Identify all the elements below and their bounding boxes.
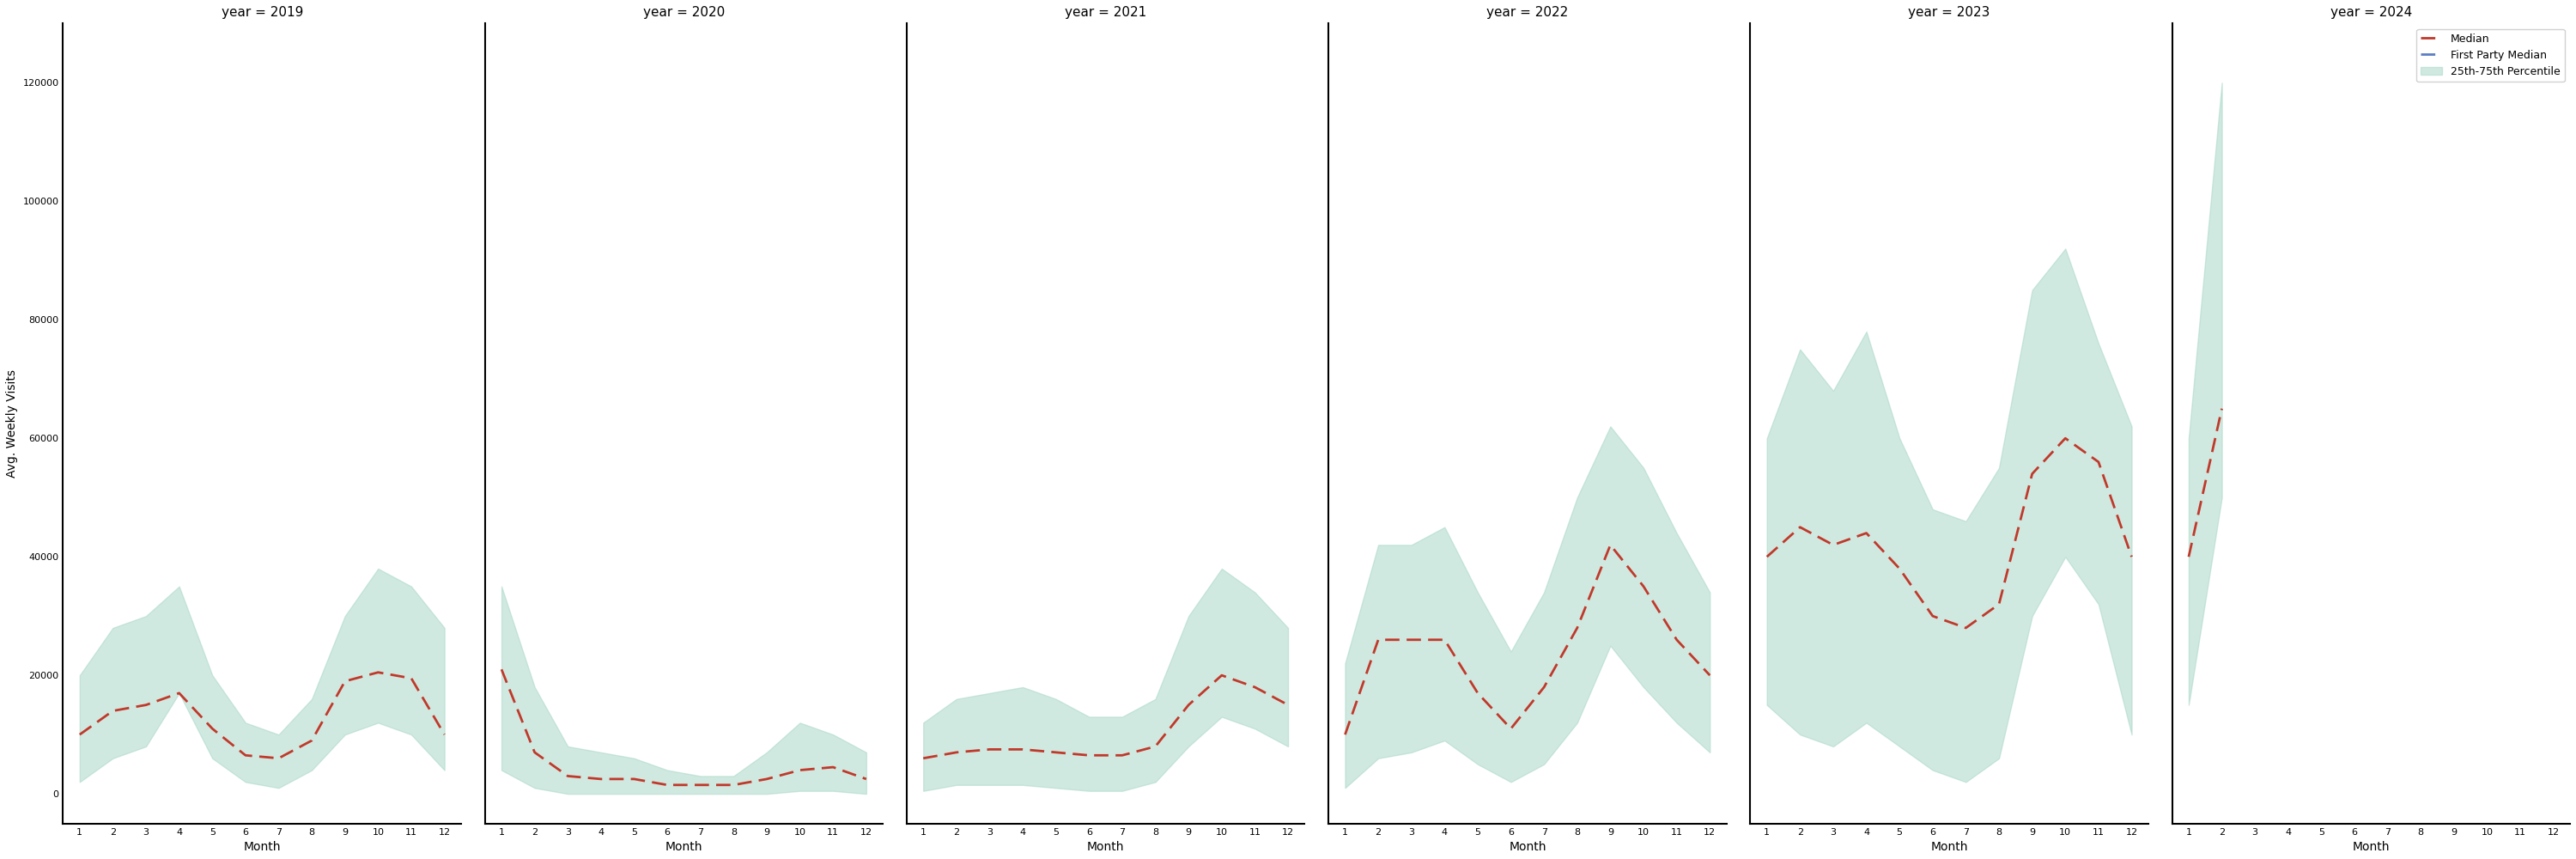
X-axis label: Month: Month (1510, 841, 1546, 853)
Median (1883, 564, 1914, 574)
Median (551, 771, 582, 781)
Median (1074, 750, 1105, 760)
Title: year = 2023: year = 2023 (1909, 6, 1991, 19)
Median (652, 780, 683, 790)
Median (1662, 635, 1692, 645)
Line: Median: Median (922, 675, 1288, 758)
Median (1007, 744, 1038, 754)
Title: year = 2024: year = 2024 (2331, 6, 2411, 19)
Median (1695, 670, 1726, 680)
Median (1819, 539, 1850, 550)
Median (1628, 582, 1659, 592)
Median (2208, 404, 2239, 414)
Median (2050, 433, 2081, 443)
Median (1273, 700, 1303, 710)
Median (131, 700, 162, 710)
Median (1041, 747, 1072, 758)
Median (618, 774, 649, 784)
Median (1561, 623, 1592, 633)
Median (685, 780, 716, 790)
Median (1917, 611, 1947, 621)
Median (1497, 723, 1528, 734)
X-axis label: Month: Month (1087, 841, 1123, 853)
Y-axis label: Avg. Weekly Visits: Avg. Weekly Visits (5, 369, 18, 478)
Median (752, 774, 783, 784)
Median (1950, 623, 1981, 633)
Median (229, 750, 260, 760)
Median (64, 729, 95, 740)
Median (850, 774, 881, 784)
Median (397, 673, 428, 684)
Line: Median: Median (502, 669, 866, 785)
Median (786, 765, 817, 776)
Median (98, 706, 129, 716)
Median (2084, 457, 2115, 467)
Median (1108, 750, 1139, 760)
X-axis label: Month: Month (2352, 841, 2391, 853)
Median (817, 762, 848, 772)
Median (2117, 551, 2148, 562)
Median (1852, 528, 1883, 539)
Median (430, 729, 461, 740)
Median (1141, 741, 1172, 752)
X-axis label: Month: Month (242, 841, 281, 853)
Median (2174, 551, 2205, 562)
Line: Median: Median (2190, 409, 2223, 557)
Median (1172, 700, 1203, 710)
Median (363, 667, 394, 678)
Median (263, 753, 294, 764)
Median (487, 664, 518, 674)
Median (1206, 670, 1236, 680)
Median (1528, 682, 1558, 692)
Median (520, 747, 551, 758)
Line: Median: Median (1767, 438, 2133, 628)
Title: year = 2020: year = 2020 (644, 6, 724, 19)
Median (1752, 551, 1783, 562)
Median (585, 774, 616, 784)
Median (1329, 729, 1360, 740)
Median (296, 735, 327, 746)
Median (1595, 539, 1625, 550)
Median (330, 676, 361, 686)
Median (196, 723, 227, 734)
Title: year = 2021: year = 2021 (1064, 6, 1146, 19)
Median (719, 780, 750, 790)
Title: year = 2022: year = 2022 (1486, 6, 1569, 19)
Median (940, 747, 971, 758)
Median (907, 753, 938, 764)
Line: Median: Median (80, 673, 446, 758)
X-axis label: Month: Month (665, 841, 703, 853)
Line: Median: Median (1345, 545, 1710, 734)
Title: year = 2019: year = 2019 (222, 6, 304, 19)
Median (2017, 469, 2048, 479)
Median (1396, 635, 1427, 645)
Median (974, 744, 1005, 754)
Median (165, 688, 196, 698)
Median (1463, 688, 1494, 698)
Legend: Median, First Party Median, 25th-75th Percentile: Median, First Party Median, 25th-75th Pe… (2416, 29, 2566, 82)
Median (1239, 682, 1270, 692)
Median (1785, 522, 1816, 533)
Median (1984, 599, 2014, 609)
Median (1363, 635, 1394, 645)
X-axis label: Month: Month (1929, 841, 1968, 853)
Median (1430, 635, 1461, 645)
